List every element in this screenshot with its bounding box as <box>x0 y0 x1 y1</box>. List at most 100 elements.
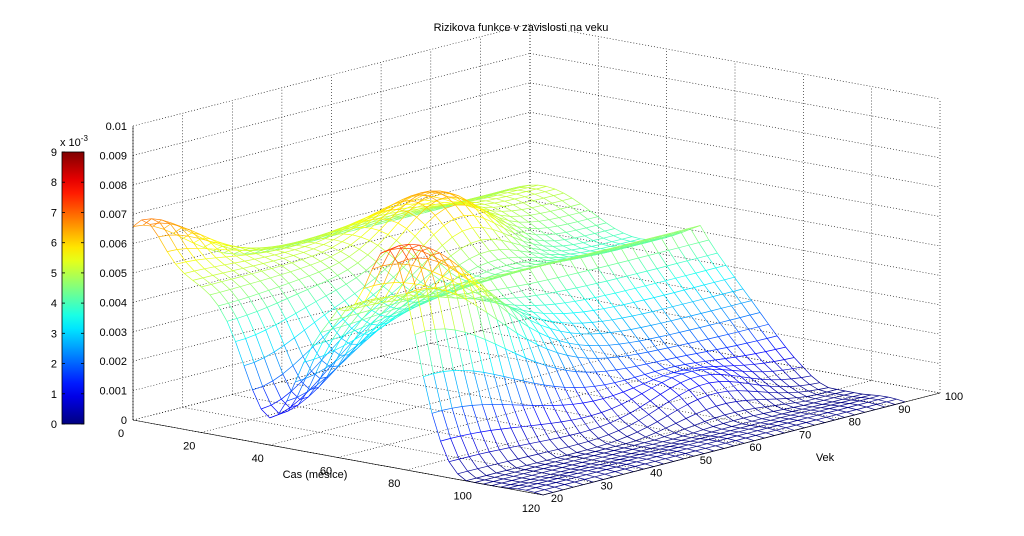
mesh-edge <box>532 311 542 320</box>
mesh-edge <box>360 310 370 321</box>
mesh-edge <box>783 407 794 410</box>
mesh-edge <box>531 474 541 478</box>
mesh-edge <box>323 350 335 356</box>
mesh-edge <box>470 196 481 200</box>
mesh-edge <box>490 191 501 195</box>
mesh-edge <box>470 433 480 455</box>
mesh-edge <box>763 362 773 372</box>
mesh-edge <box>426 207 436 216</box>
mesh-edge <box>734 412 744 419</box>
mesh-edge <box>367 245 379 256</box>
mesh-edge <box>820 404 831 409</box>
mesh-edge <box>469 274 481 284</box>
mesh-edge <box>513 378 523 406</box>
mesh-edge <box>530 214 540 222</box>
mesh-edge <box>613 306 623 319</box>
mesh-edge <box>430 291 441 295</box>
mesh-edge <box>384 282 395 298</box>
mesh-edge <box>659 448 669 451</box>
mesh-edge <box>772 371 782 380</box>
x-axis-line <box>132 419 544 496</box>
mesh-edge <box>819 410 828 413</box>
mesh-edge <box>614 468 626 472</box>
mesh-edge <box>569 435 579 445</box>
mesh-edge <box>472 227 482 241</box>
mesh-edge <box>525 233 535 241</box>
mesh-edge <box>638 454 649 459</box>
mesh-edge <box>644 439 655 444</box>
mesh-edge <box>692 432 702 436</box>
mesh-edge <box>621 317 632 330</box>
mesh-edge <box>357 262 367 271</box>
mesh-edge <box>668 247 679 251</box>
mesh-edge <box>254 256 265 260</box>
mesh-edge <box>509 447 519 460</box>
mesh-edge <box>757 427 768 432</box>
mesh-edge <box>534 193 544 199</box>
mesh-edge <box>569 472 578 474</box>
mesh-edge <box>662 441 672 444</box>
mesh-edge <box>700 374 711 377</box>
mesh-edge <box>564 239 574 245</box>
mesh-edge <box>430 252 440 256</box>
mesh-edge <box>616 464 627 468</box>
mesh-edge <box>810 407 821 411</box>
mesh-edge <box>365 327 375 340</box>
mesh-edge <box>274 344 285 353</box>
mesh-edge <box>523 380 535 384</box>
mesh-edge <box>424 224 434 235</box>
mesh-edge <box>836 389 846 392</box>
mesh-edge <box>366 270 376 279</box>
mesh-edge <box>561 200 571 207</box>
mesh-edge <box>526 191 536 195</box>
mesh-edge <box>542 405 552 424</box>
mesh-edge <box>515 229 525 238</box>
mesh-edge <box>371 313 382 318</box>
mesh-edge <box>480 193 491 197</box>
mesh-edge <box>581 415 592 419</box>
mesh-edge <box>515 353 525 382</box>
mesh-edge <box>703 429 712 433</box>
mesh-edge <box>584 479 594 483</box>
mesh-edge <box>607 357 617 371</box>
mesh-edge <box>480 278 491 283</box>
mesh-edge <box>774 403 786 406</box>
mesh-edge <box>305 359 315 379</box>
mesh-edge <box>370 227 380 231</box>
mesh-edge <box>616 367 627 371</box>
mesh-edge <box>367 330 378 340</box>
mesh-edge <box>631 450 642 454</box>
mesh-edge <box>706 351 716 361</box>
mesh-edge <box>570 332 581 335</box>
mesh-edge <box>684 287 695 291</box>
mesh-edge <box>562 404 572 421</box>
mesh-edge <box>628 457 639 461</box>
mesh-edge <box>403 213 414 218</box>
mesh-edge <box>690 225 701 229</box>
mesh-edge <box>390 247 401 251</box>
mesh-edge <box>232 267 244 271</box>
mesh-edge <box>365 212 376 219</box>
mesh-edge <box>568 342 579 346</box>
mesh-edge <box>722 291 733 295</box>
mesh-edge <box>582 242 592 247</box>
mesh-edge <box>530 265 541 269</box>
mesh-edge <box>502 404 512 429</box>
mesh-edge <box>552 245 564 247</box>
mesh-edge <box>568 443 579 448</box>
mesh-edge <box>573 242 584 245</box>
mesh-edge <box>235 341 245 366</box>
mesh-edge <box>684 428 694 434</box>
mesh-edge <box>720 432 729 435</box>
mesh-edge <box>703 366 714 368</box>
mesh-edge <box>354 293 364 304</box>
mesh-edge <box>583 311 593 323</box>
mesh-edge <box>626 461 637 465</box>
mesh-edge <box>823 399 833 403</box>
mesh-edge <box>390 213 401 217</box>
mesh-edge <box>546 457 557 461</box>
mesh-edge <box>798 390 809 393</box>
mesh-edge <box>404 214 415 219</box>
mesh-edge <box>383 277 394 287</box>
mesh-edge <box>253 357 265 363</box>
